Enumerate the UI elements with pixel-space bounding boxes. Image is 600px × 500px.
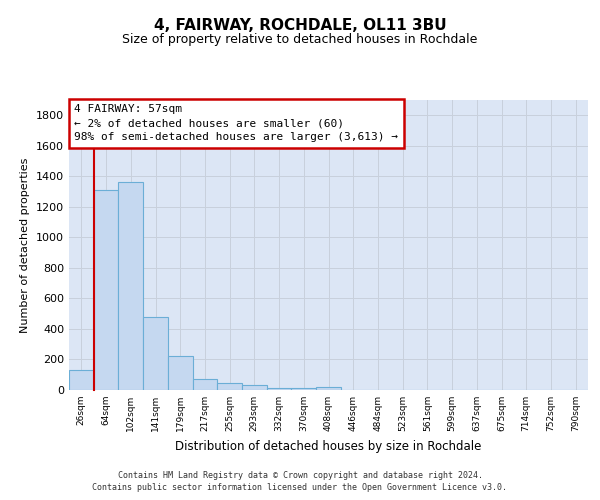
Text: Contains HM Land Registry data © Crown copyright and database right 2024.
Contai: Contains HM Land Registry data © Crown c… xyxy=(92,471,508,492)
Bar xyxy=(143,316,168,390)
Text: 4 FAIRWAY: 57sqm
← 2% of detached houses are smaller (60)
98% of semi-detached h: 4 FAIRWAY: 57sqm ← 2% of detached houses… xyxy=(74,104,398,142)
Bar xyxy=(94,190,118,390)
Bar xyxy=(242,386,267,390)
Text: Size of property relative to detached houses in Rochdale: Size of property relative to detached ho… xyxy=(122,32,478,46)
Bar xyxy=(193,378,217,390)
X-axis label: Distribution of detached houses by size in Rochdale: Distribution of detached houses by size … xyxy=(175,440,482,452)
Bar xyxy=(69,370,94,390)
Text: 4, FAIRWAY, ROCHDALE, OL11 3BU: 4, FAIRWAY, ROCHDALE, OL11 3BU xyxy=(154,18,446,32)
Bar xyxy=(118,182,143,390)
Bar xyxy=(316,387,341,390)
Bar xyxy=(217,383,242,390)
Y-axis label: Number of detached properties: Number of detached properties xyxy=(20,158,31,332)
Bar xyxy=(267,388,292,390)
Bar xyxy=(292,388,316,390)
Bar xyxy=(168,356,193,390)
